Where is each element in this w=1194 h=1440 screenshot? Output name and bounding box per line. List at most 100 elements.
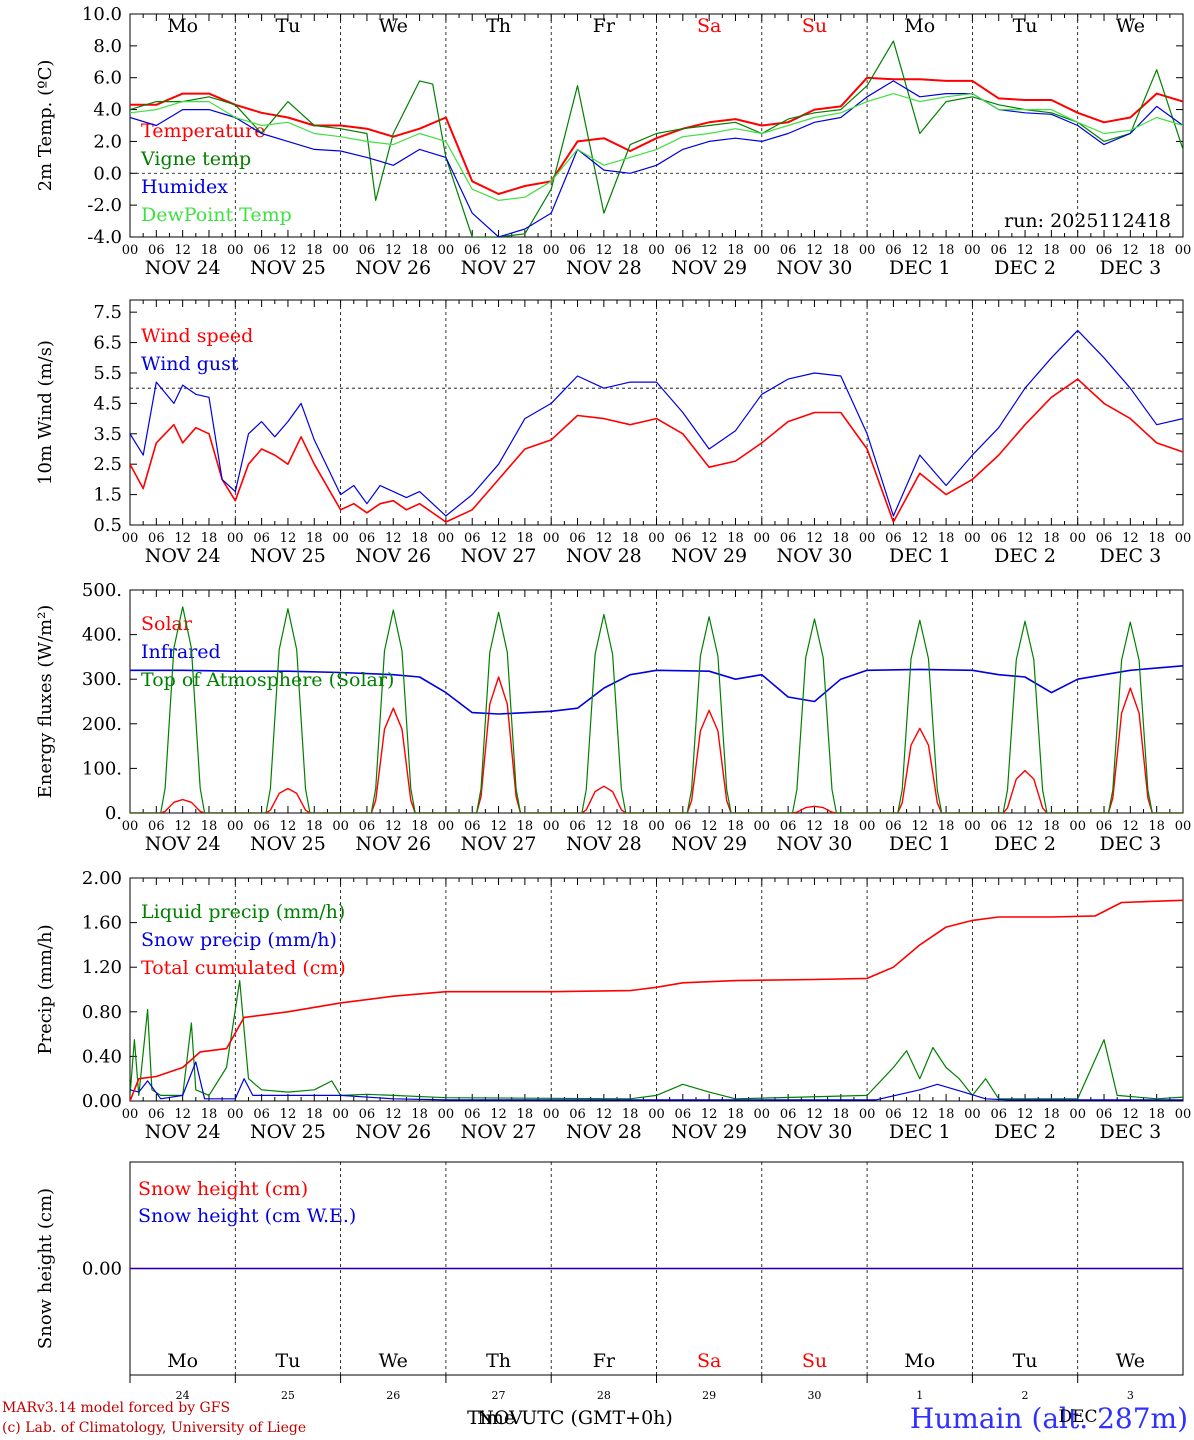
hour-tick-label: 12 [1017, 1107, 1034, 1122]
series-line-infrared [130, 664, 1183, 715]
y-tick-label: 7.5 [93, 302, 122, 323]
panel-temp: 10.0 8.0 6.0 4.0 2.0 0.0 -2.0 -4.0 2m Temp. (ºC)… [35, 4, 1191, 279]
hour-tick-label: 12 [490, 1107, 507, 1122]
series-line-wind-speed [130, 378, 1183, 523]
date-label: DEC 2 [994, 1121, 1056, 1143]
date-label: NOV 25 [250, 257, 326, 279]
hour-tick-label: 18 [727, 243, 744, 258]
hour-tick-label: 00 [964, 819, 981, 834]
hour-tick-label: 00 [438, 1107, 455, 1122]
day-of-week-label: We [379, 15, 408, 37]
hour-tick-label: 00 [122, 531, 139, 546]
series-line-solar [130, 676, 1183, 813]
legend-entry: DewPoint Temp [141, 204, 292, 226]
hour-tick-label: 12 [701, 1107, 718, 1122]
hour-tick-label: 00 [648, 243, 665, 258]
y-tick-label: 400. [82, 625, 122, 646]
date-label: DEC 2 [994, 833, 1056, 855]
hour-tick-label: 12 [701, 243, 718, 258]
hour-tick-label: 00 [1069, 531, 1086, 546]
hour-tick-label: 12 [490, 531, 507, 546]
hour-tick-label: 00 [1175, 819, 1192, 834]
day-of-week-label: Fr [593, 15, 616, 37]
hour-tick-label: 06 [1096, 531, 1113, 546]
y-tick-label: 0.00 [82, 1259, 122, 1280]
date-label: DEC 3 [1099, 545, 1161, 567]
y-tick-label: 0.5 [93, 515, 122, 536]
hour-tick-label: 00 [964, 1107, 981, 1122]
y-tick-label: 8.0 [93, 36, 122, 57]
date-label: NOV 24 [145, 833, 221, 855]
y-tick-label: 500. [82, 580, 122, 601]
hour-tick-label: 06 [780, 1107, 797, 1122]
x-axis-label: Time UTC (GMT+0h) [467, 1407, 673, 1429]
hour-tick-label: 18 [938, 531, 955, 546]
hour-tick-label: 06 [148, 531, 165, 546]
hour-tick-label: 12 [911, 1107, 928, 1122]
y-tick-label: 2.0 [93, 131, 122, 152]
hour-tick-label: 12 [280, 1107, 297, 1122]
hour-tick-label: 18 [938, 1107, 955, 1122]
hour-tick-label: 06 [359, 819, 376, 834]
hour-tick-label: 00 [1069, 819, 1086, 834]
hour-tick-label: 12 [385, 243, 402, 258]
series-line-total-cumulated-cm- [130, 899, 1183, 1101]
date-label: DEC 1 [889, 1121, 951, 1143]
date-label: NOV 30 [777, 833, 853, 855]
hour-tick-label: 18 [833, 1107, 850, 1122]
hour-tick-label: 12 [701, 531, 718, 546]
hour-tick-label: 06 [885, 531, 902, 546]
hour-tick-label: 06 [675, 1107, 692, 1122]
series-line-snow-precip-mm-h- [130, 1061, 1183, 1101]
y-tick-label: 6.5 [93, 333, 122, 354]
hour-tick-label: 18 [727, 1107, 744, 1122]
hour-tick-label: 18 [622, 531, 639, 546]
y-tick-label: 1.5 [93, 485, 122, 506]
y-tick-label: 100. [82, 758, 122, 779]
day-of-week-label: Su [802, 1350, 827, 1372]
hour-tick-label: 06 [990, 243, 1007, 258]
hour-tick-label: 18 [622, 243, 639, 258]
date-label: NOV 27 [461, 545, 537, 567]
y-tick-label: 2.5 [93, 454, 122, 475]
hour-tick-label: 00 [438, 243, 455, 258]
hour-tick-label: 00 [648, 819, 665, 834]
hour-tick-label: 00 [1069, 243, 1086, 258]
hour-tick-label: 00 [227, 819, 244, 834]
hour-tick-label: 18 [938, 819, 955, 834]
hour-tick-label: 18 [622, 1107, 639, 1122]
panel-precip: 2.00 1.60 1.20 0.80 0.40 0.00 Precip (mm/h) 00 0… [35, 868, 1191, 1143]
hour-tick-label: 06 [990, 531, 1007, 546]
day-number-label: 29 [702, 1389, 716, 1402]
y-axis-label: Precip (mm/h) [35, 924, 56, 1054]
date-label: NOV 27 [461, 1121, 537, 1143]
legend-entry: Total cumulated (cm) [141, 957, 346, 979]
date-label: NOV 25 [250, 1121, 326, 1143]
hour-tick-label: 12 [806, 819, 823, 834]
hour-tick-label: 18 [517, 243, 534, 258]
series-line-dewpoint-temp [130, 93, 1183, 201]
run-label: run: 2025112418 [1004, 210, 1171, 232]
hour-tick-label: 18 [411, 819, 428, 834]
hour-tick-label: 06 [359, 243, 376, 258]
day-of-week-label: Fr [593, 1350, 616, 1372]
legend-entry: Snow height (cm) [138, 1178, 308, 1200]
hour-tick-label: 00 [543, 1107, 560, 1122]
hour-tick-label: 00 [332, 819, 349, 834]
day-of-week-label: Th [486, 15, 511, 37]
hour-tick-label: 06 [569, 819, 586, 834]
hour-tick-label: 12 [806, 243, 823, 258]
day-of-week-label: Tu [1013, 15, 1038, 37]
legend-entry: Top of Atmosphere (Solar) [141, 669, 394, 691]
hour-tick-label: 00 [122, 243, 139, 258]
y-tick-label: 300. [82, 669, 122, 690]
hour-tick-label: 18 [517, 1107, 534, 1122]
hour-tick-label: 00 [332, 1107, 349, 1122]
series-line-wind-gust [130, 329, 1183, 517]
hour-tick-label: 12 [490, 819, 507, 834]
footer-credit-2: (c) Lab. of Climatology, University of L… [2, 1420, 306, 1436]
hour-tick-label: 06 [990, 819, 1007, 834]
y-tick-label: -4.0 [87, 227, 122, 248]
day-number-label: 2 [1022, 1389, 1029, 1402]
hour-tick-label: 00 [1069, 1107, 1086, 1122]
